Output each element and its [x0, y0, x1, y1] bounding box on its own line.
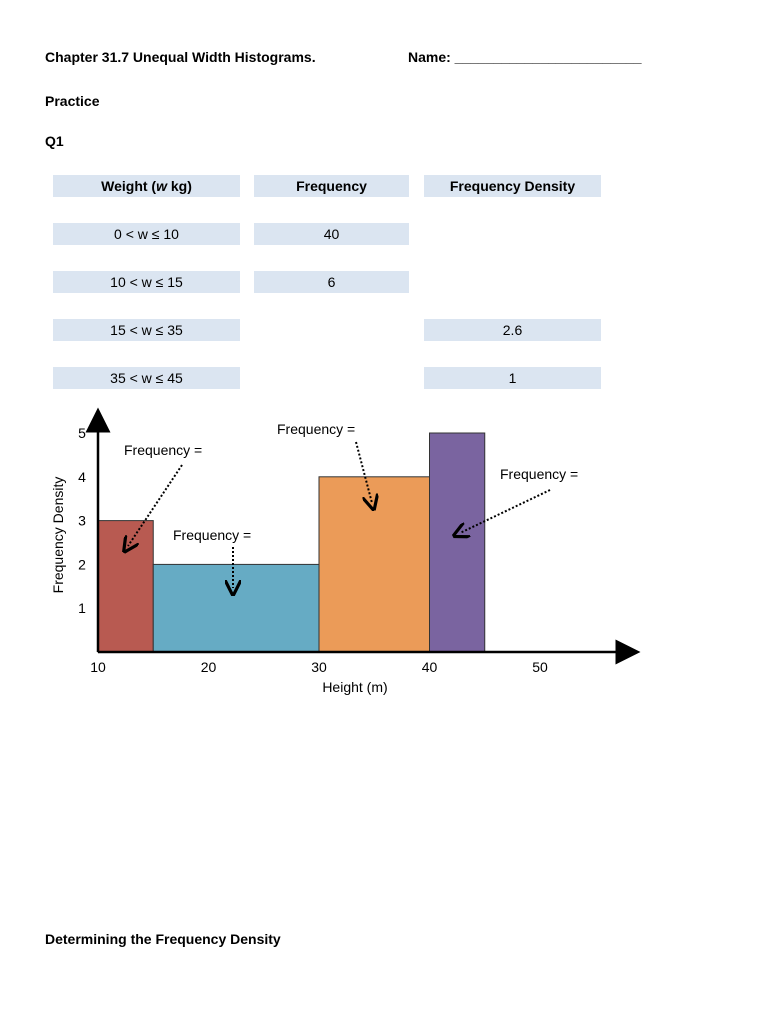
x-tick-label: 40 [422, 659, 438, 675]
y-tick-label: 1 [78, 600, 86, 616]
x-axis-label: Height (m) [322, 679, 387, 695]
histogram-bar [97, 520, 154, 653]
histogram-bar [429, 432, 486, 653]
annotation-frequency-label: Frequency = [277, 421, 355, 437]
annotation-frequency-label: Frequency = [500, 466, 578, 482]
annotation-frequency-label: Frequency = [124, 442, 202, 458]
table-cell-density[interactable]: 2.6 [424, 319, 601, 341]
histogram-bar [318, 476, 430, 653]
x-tick-label: 50 [532, 659, 548, 675]
section-density-heading: Determining the Frequency Density [45, 931, 281, 947]
column-header-weight: Weight (w kg) [53, 175, 240, 197]
section-practice-heading: Practice [45, 93, 100, 109]
histogram-bar [152, 563, 320, 653]
name-field[interactable]: Name: ________________________ [408, 49, 642, 65]
column-header-frequency: Frequency [254, 175, 409, 197]
table-cell-weight: 15 < w ≤ 35 [53, 319, 240, 341]
x-tick-label: 20 [201, 659, 217, 675]
question-label: Q1 [45, 133, 64, 149]
x-tick-label: 10 [90, 659, 106, 675]
annotation-arrow [460, 489, 551, 533]
table-cell-weight: 10 < w ≤ 15 [53, 271, 240, 293]
table-cell-density[interactable]: 1 [424, 367, 601, 389]
table-cell-frequency[interactable]: 6 [254, 271, 409, 293]
y-tick-label: 4 [78, 469, 86, 485]
column-header-density: Frequency Density [424, 175, 601, 197]
x-tick-label: 30 [311, 659, 327, 675]
annotation-arrow [355, 441, 372, 503]
y-tick-label: 5 [78, 425, 86, 441]
page-title: Chapter 31.7 Unequal Width Histograms. [45, 49, 316, 65]
y-axis-label: Frequency Density [50, 477, 66, 594]
table-cell-frequency[interactable]: 40 [254, 223, 409, 245]
annotation-frequency-label: Frequency = [173, 527, 251, 543]
y-tick-label: 3 [78, 513, 86, 529]
table-cell-weight: 35 < w ≤ 45 [53, 367, 240, 389]
histogram-chart: 10 20 30 40 50 1 2 3 4 5 Height (m) Frequency Den… [50, 407, 641, 695]
annotation-arrow [128, 464, 183, 546]
table-cell-weight: 0 < w ≤ 10 [53, 223, 240, 245]
y-tick-label: 2 [78, 556, 86, 572]
